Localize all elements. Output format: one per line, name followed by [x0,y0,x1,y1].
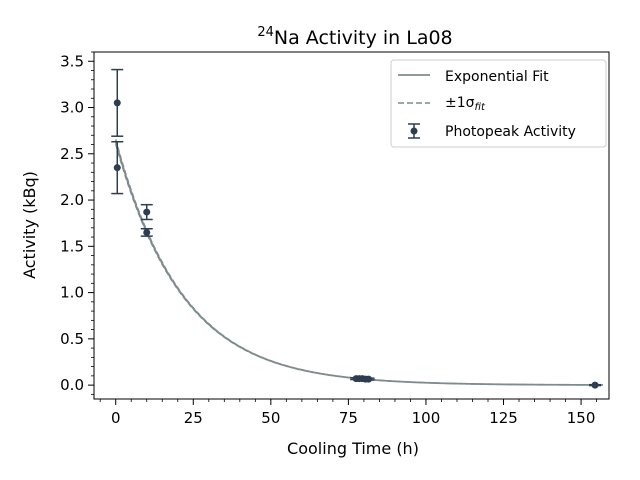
legend-data-swatch [408,123,420,139]
x-tick-label: 100 [412,409,441,427]
y-tick-label: 3.5 [60,52,84,70]
data-point [111,141,124,195]
y-tick-label: 0.0 [60,376,84,394]
title-text: Na Activity in La08 [274,27,453,49]
x-axis-label: Cooling Time (h) [287,439,419,458]
title-superscript: 24 [257,25,274,40]
x-tick-label: 50 [261,409,280,427]
x-tick-label: 150 [567,409,596,427]
data-marker [365,375,373,383]
legend-fit-label: Exponential Fit [445,69,549,85]
data-marker [113,99,121,107]
y-tick-label: 1.0 [60,284,84,302]
legend-band-sub: fit [475,102,486,113]
x-tick-label: 0 [111,409,121,427]
y-axis: 0.0 0.5 1.0 1.5 2.0 2.5 3.0 3.5 [60,51,94,395]
fit-line [114,141,603,386]
data-point [140,227,153,237]
data-point [362,375,375,383]
x-tick-label: 25 [184,409,203,427]
legend-band-label: ±1σfit [445,95,486,113]
data-marker [143,228,151,236]
legend-band-prefix: ±1σ [445,95,475,111]
x-tick-label: 125 [489,409,518,427]
y-tick-label: 3.0 [60,99,84,117]
legend: Exponential Fit ±1σfit Photopeak Activit… [390,59,607,148]
legend-data-label: Photopeak Activity [445,124,576,140]
y-tick-label: 1.5 [60,237,84,255]
y-axis-label: Activity (kBq) [20,171,39,279]
fit-sigma-upper [115,139,603,386]
axes-frame [93,51,610,400]
fit-sigma-lower [115,144,603,386]
data-point [111,68,124,137]
data-point [589,381,602,389]
legend-frame [390,59,607,148]
chart-title: 24Na Activity in La08 [257,25,452,49]
plot-area [111,68,603,389]
y-tick-label: 2.5 [60,145,84,163]
data-marker [591,381,599,389]
y-tick-label: 2.0 [60,191,84,209]
data-marker [143,208,151,216]
x-tick-label: 75 [339,409,358,427]
data-point [140,203,153,221]
x-axis: 0 25 50 75 100 125 150 [99,399,597,427]
y-tick-label: 0.5 [60,330,84,348]
data-marker [113,164,121,172]
